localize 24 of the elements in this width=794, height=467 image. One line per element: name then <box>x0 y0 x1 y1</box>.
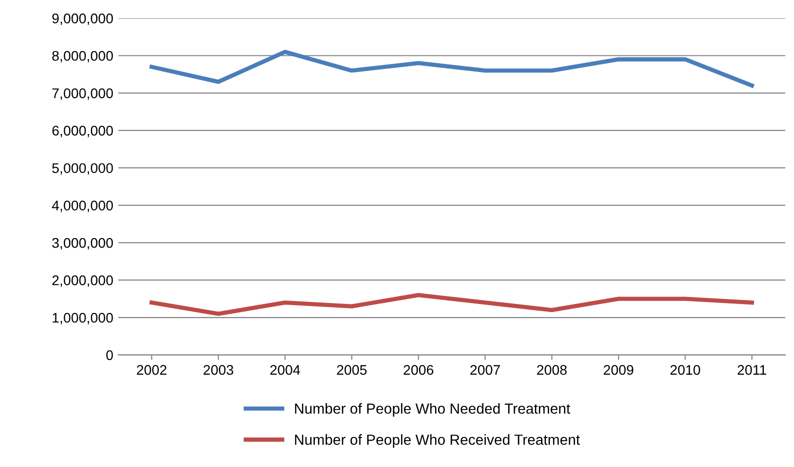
legend-label: Number of People Who Received Treatment <box>295 434 580 448</box>
line-series <box>150 50 754 88</box>
x-tick-label: 2002 <box>136 365 166 375</box>
x-tick-label: 2008 <box>537 365 567 375</box>
y-tick-label: 7,000,000 <box>52 88 113 100</box>
y-tick-label: 1,000,000 <box>52 312 113 324</box>
x-tick-label: 2010 <box>670 365 700 375</box>
y-tick-label: 2,000,000 <box>52 275 113 287</box>
x-tick-label: 2006 <box>404 365 434 375</box>
x-tick-label: 2003 <box>204 365 234 375</box>
x-tick-label: 2011 <box>738 365 766 375</box>
x-tick-label: 2005 <box>336 365 367 375</box>
y-tick-label: 6,000,000 <box>52 126 113 138</box>
y-tick-label: 8,000,000 <box>52 50 113 62</box>
y-tick-label: 4,000,000 <box>52 200 113 212</box>
x-tick-label: 2007 <box>470 365 500 375</box>
x-tick-label: 2009 <box>604 365 634 375</box>
y-tick-label: 9,000,000 <box>52 14 113 26</box>
y-tick-label: 3,000,000 <box>52 238 113 250</box>
line-series <box>150 292 754 316</box>
x-tick-label: 2004 <box>270 365 300 375</box>
y-tick-label: 5,000,000 <box>52 163 113 175</box>
y-tick-label: 0 <box>106 350 113 360</box>
legend-label: Number of People Who Needed Treatment <box>295 403 570 417</box>
